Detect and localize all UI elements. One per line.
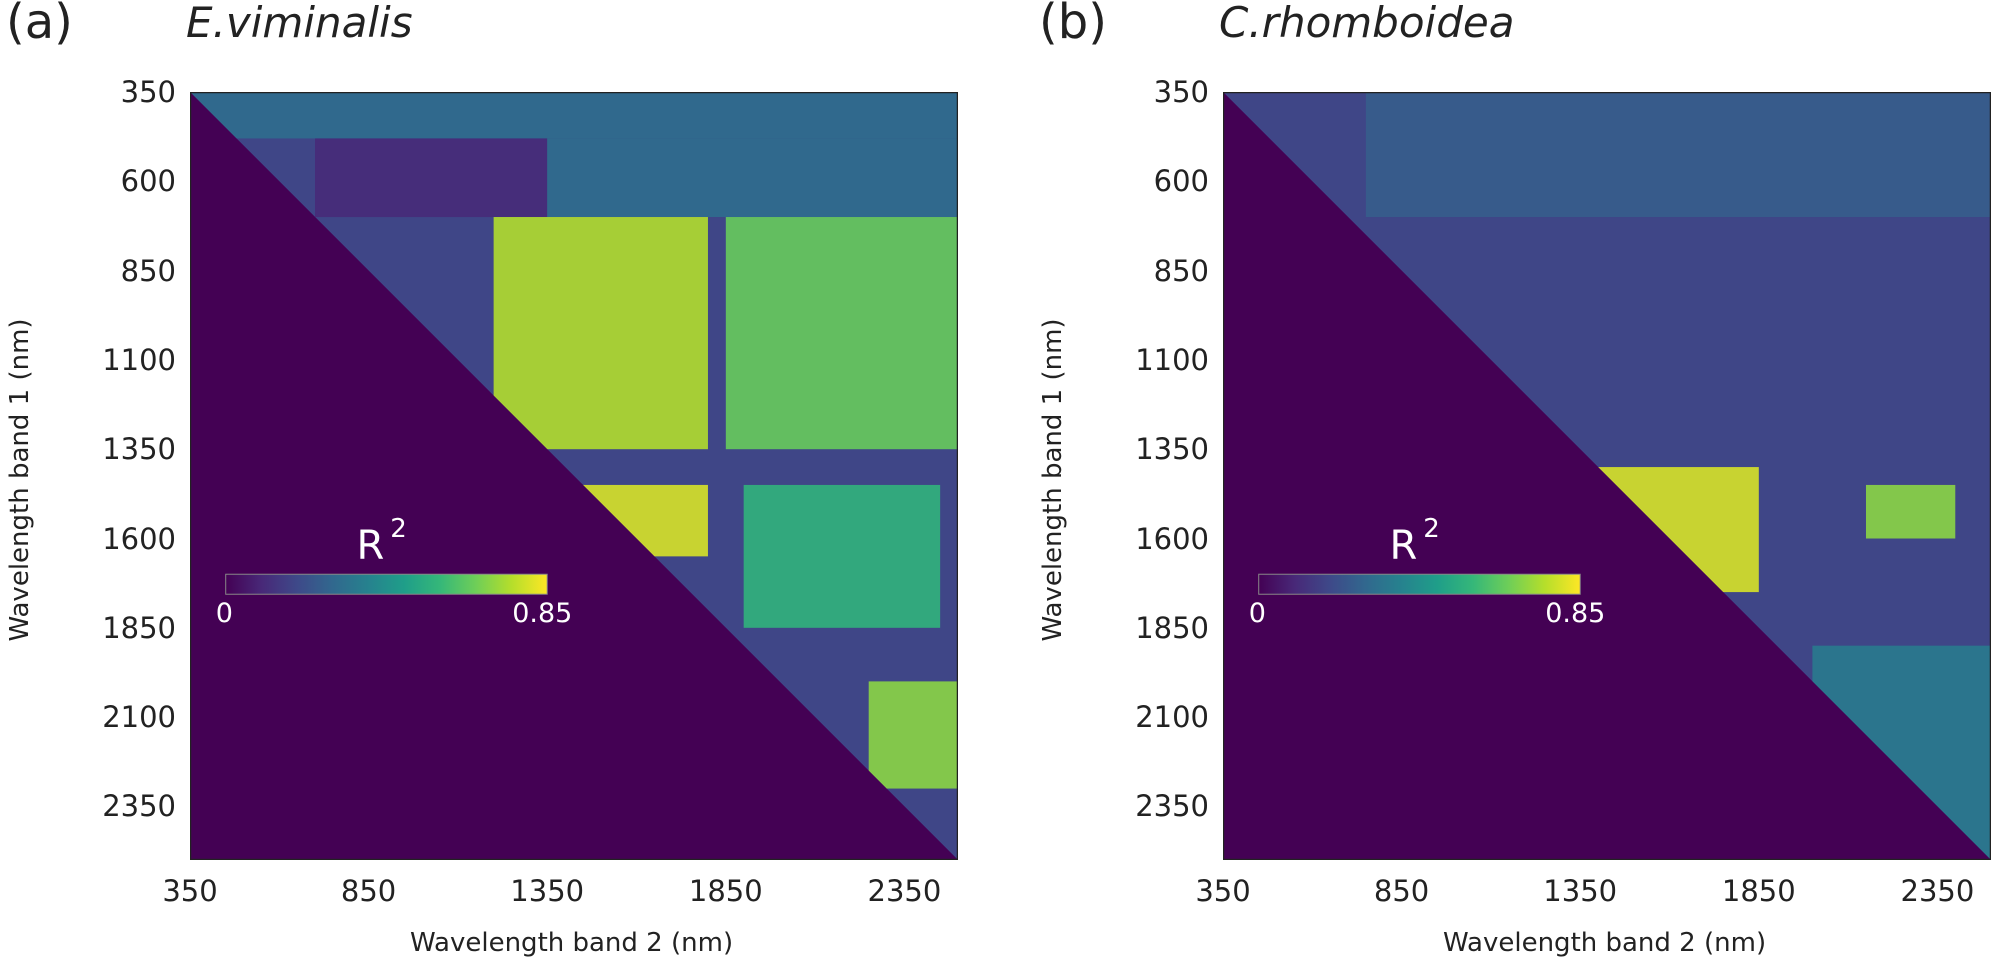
heatmap-plot — [190, 92, 958, 860]
y-tick-label: 1350 — [102, 432, 176, 467]
panel-b: (b) C.rhomboidea Wavelength band 1 (nm) … — [1033, 0, 2000, 970]
panel-a: (a) E.viminalis Wavelength band 1 (nm) 3… — [5, 0, 958, 958]
x-tick-label: 350 — [162, 874, 218, 908]
chart-title: E.viminalis — [186, 0, 413, 47]
colorbar-max-label: 0.85 — [1545, 598, 1606, 630]
plot-frame — [190, 92, 958, 860]
heatmap-cell — [868, 681, 958, 789]
y-tick-label: 1600 — [102, 521, 176, 556]
y-tick-label: 1100 — [102, 342, 176, 377]
y-tick-label: 850 — [1153, 253, 1209, 288]
y-tick-label: 2350 — [102, 789, 176, 824]
colorbar-min-label: 0 — [1248, 598, 1266, 630]
x-tick-label: 1850 — [1721, 874, 1796, 908]
y-tick-label: 1600 — [1135, 521, 1209, 556]
x-tick-label: 1850 — [688, 874, 763, 908]
plot-frame — [1223, 92, 1991, 860]
heatmap-cell — [190, 92, 958, 139]
panel-label: (b) — [1039, 0, 1107, 50]
colorbar — [1258, 573, 1581, 595]
x-tick-label: 2350 — [867, 874, 942, 908]
colorbar — [225, 573, 548, 595]
y-tick-label: 1850 — [102, 610, 176, 645]
x-tick-label: 1350 — [510, 874, 585, 908]
panel-label: (a) — [6, 0, 73, 50]
y-tick-label: 1350 — [1135, 432, 1209, 467]
y-tick-label: 850 — [120, 253, 176, 288]
heatmap-plot — [1223, 92, 1991, 860]
heatmap-cell — [725, 217, 958, 450]
x-axis-label: Wavelength band 2 (nm) — [1443, 928, 1767, 958]
heatmap-cell — [743, 484, 941, 628]
y-tick-label: 1100 — [1135, 342, 1209, 377]
x-axis-label: Wavelength band 2 (nm) — [410, 928, 734, 958]
y-tick-label: 350 — [1153, 75, 1209, 109]
colorbar-max-label: 0.85 — [512, 598, 573, 630]
y-tick-label: 1850 — [1135, 610, 1209, 645]
heatmap-cell — [493, 217, 708, 450]
heatmap-cell — [547, 138, 958, 218]
chart-title: C.rhomboidea — [1219, 0, 1515, 47]
x-tick-label: 850 — [340, 874, 397, 908]
x-tick-label: 850 — [1373, 874, 1430, 908]
heatmap-cell — [1365, 92, 1991, 218]
y-tick-label: 2100 — [102, 700, 176, 735]
y-tick-label: 2100 — [1135, 700, 1209, 735]
y-tick-label: 600 — [120, 164, 176, 199]
colorbar-min-label: 0 — [215, 598, 233, 630]
heatmap-cell — [315, 138, 548, 218]
x-tick-label: 1350 — [1543, 874, 1618, 908]
y-tick-label: 350 — [120, 75, 176, 109]
y-tick-label: 2350 — [1135, 789, 1209, 824]
x-tick-label: 350 — [1195, 874, 1251, 908]
y-tick-label: 600 — [1153, 164, 1209, 199]
heatmap-cell — [1865, 484, 1956, 539]
x-tick-label: 2350 — [1900, 874, 1975, 908]
masked-lower-triangle — [190, 92, 958, 860]
masked-lower-triangle — [1223, 92, 1991, 860]
